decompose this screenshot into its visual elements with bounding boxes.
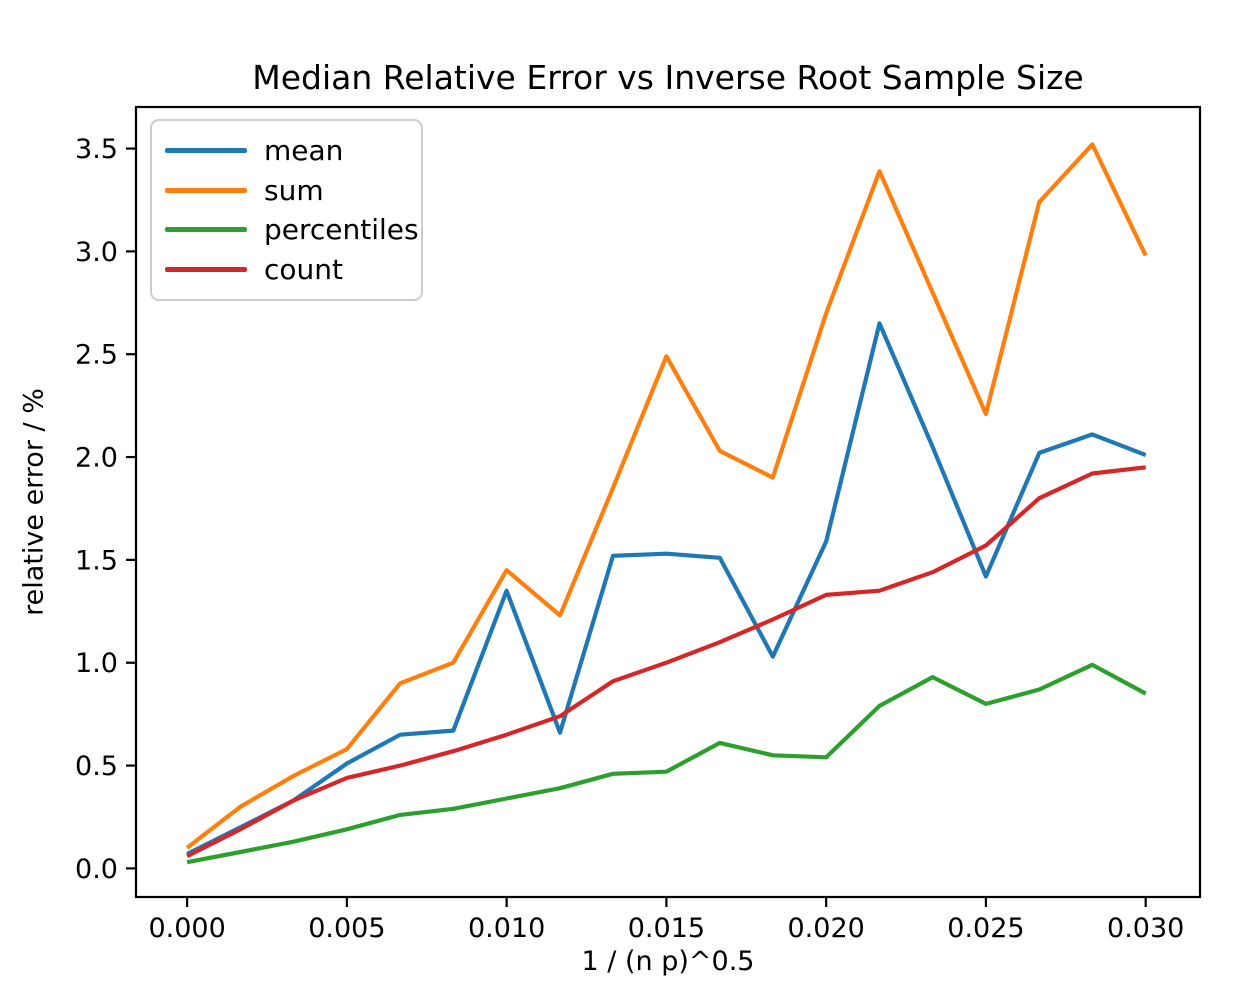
legend-label: sum: [264, 173, 324, 207]
y-tick-label: 1.0: [75, 648, 118, 679]
series-line-sum: [185, 142, 1148, 850]
y-tick-label: 2.5: [75, 340, 118, 371]
legend-label: count: [264, 252, 343, 286]
x-tick-label: 0.000: [148, 913, 225, 944]
axes-spines: [134, 105, 1202, 899]
legend: mean sum percentiles count: [150, 119, 423, 301]
x-tick-label: 0.025: [947, 913, 1024, 944]
legend-label: percentiles: [264, 213, 419, 247]
legend-swatch-count: [165, 266, 247, 272]
legend-item-sum: sum: [152, 171, 421, 211]
y-tick-label: 0.0: [75, 854, 118, 885]
y-tick-label: 1.5: [75, 545, 118, 576]
y-tick-label: 2.0: [75, 443, 118, 474]
y-tick-label: 3.0: [75, 237, 118, 268]
series-line-count: [186, 465, 1146, 858]
series-line-percentiles: [186, 662, 1147, 865]
legend-swatch-mean: [165, 148, 247, 154]
series-line-mean: [186, 321, 1147, 856]
x-tick-label: 0.030: [1107, 913, 1184, 944]
x-tick-label: 0.005: [308, 913, 385, 944]
x-axis-label: 1 / (n p)^0.5: [581, 946, 755, 977]
y-tick-label: 0.5: [75, 751, 118, 782]
legend-swatch-sum: [165, 187, 247, 193]
legend-swatch-percentiles: [165, 227, 247, 233]
chart-title: Median Relative Error vs Inverse Root Sa…: [252, 58, 1084, 97]
y-tick-label: 3.5: [75, 134, 118, 165]
legend-item-percentiles: percentiles: [152, 210, 421, 250]
x-tick-label: 0.015: [628, 913, 705, 944]
legend-item-count: count: [152, 250, 421, 290]
x-tick-label: 0.010: [468, 913, 545, 944]
x-tick-label: 0.020: [788, 913, 865, 944]
y-axis-label: relative error / %: [18, 388, 50, 616]
legend-label: mean: [264, 134, 344, 168]
legend-item-mean: mean: [152, 131, 421, 171]
